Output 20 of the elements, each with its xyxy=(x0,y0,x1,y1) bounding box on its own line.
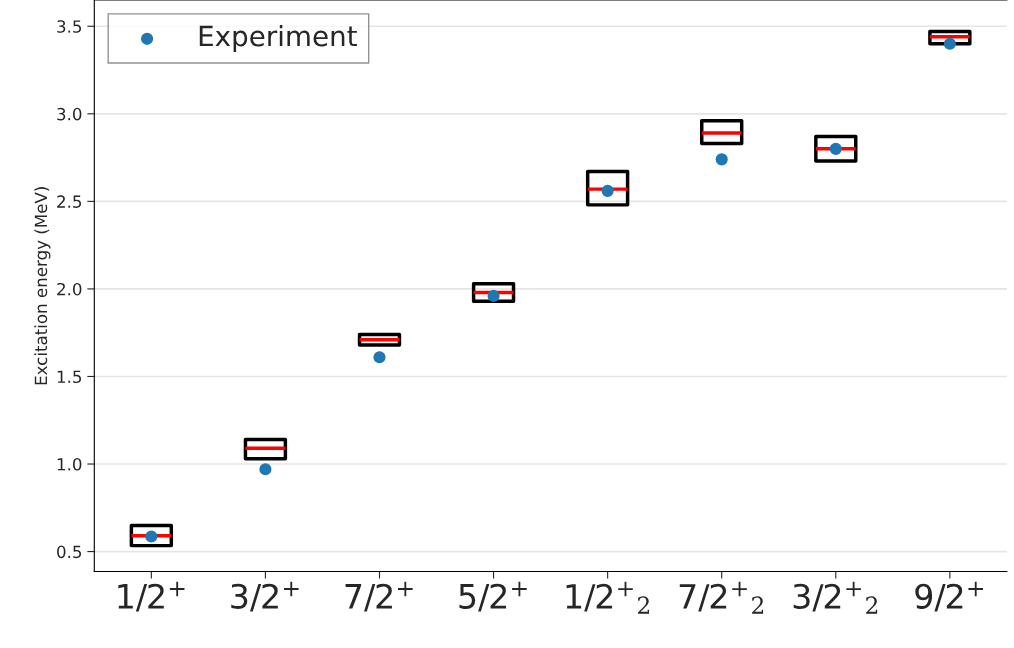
y-tick-label: 0.5 xyxy=(57,545,82,559)
point xyxy=(259,463,272,476)
x-tick-label: 3/2$^{+}$$_{2}$ xyxy=(793,581,878,614)
x-tick-label: 1/2$^{+}$$_{2}$ xyxy=(566,581,649,614)
y-tick-label: 2.5 xyxy=(57,195,82,208)
legend-label: Experiment xyxy=(199,25,357,52)
x-tick-label: 3/2$^{+}$ xyxy=(231,581,299,612)
x-tick-label: 9/2$^{+}$ xyxy=(915,581,984,612)
y-tick-label: 3.0 xyxy=(57,107,82,121)
y-tick-label: 2.0 xyxy=(57,282,82,296)
x-tick-label: 5/2$^{+}$ xyxy=(459,581,527,612)
x-tick-label: 1/2$^{+}$ xyxy=(118,581,185,612)
point xyxy=(373,351,386,364)
y-axis-title: Excitation energy (MeV) xyxy=(34,187,51,385)
y-tick-label: 1.5 xyxy=(57,370,82,384)
point xyxy=(715,153,728,166)
y-tick-label: 3.5 xyxy=(57,20,82,33)
x-tick-label: 7/2$^{+}$ xyxy=(345,581,413,612)
y-tick-label: 1.0 xyxy=(57,457,82,471)
x-tick-label: 7/2$^{+}$$_{2}$ xyxy=(679,581,764,614)
